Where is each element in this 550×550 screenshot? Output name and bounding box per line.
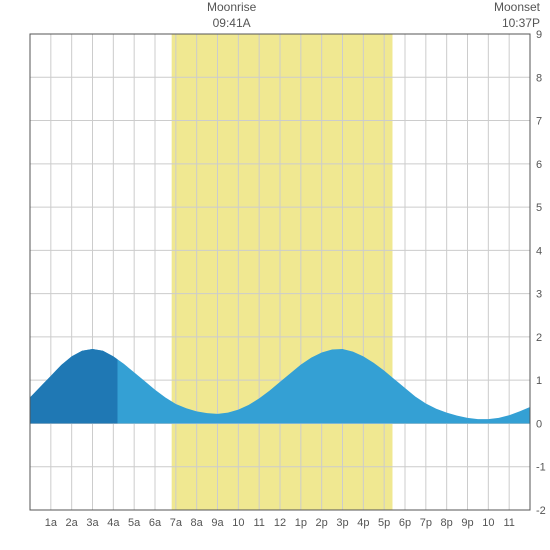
x-tick-label: 7p: [420, 517, 432, 529]
x-tick-label: 5a: [128, 517, 141, 529]
y-tick-label: -2: [536, 505, 546, 517]
x-tick-label: 5p: [378, 517, 390, 529]
y-tick-label: 3: [536, 289, 542, 301]
y-tick-label: 5: [536, 202, 542, 214]
x-tick-label: 9p: [461, 517, 473, 529]
x-tick-label: 9a: [211, 517, 224, 529]
x-tick-label: 8p: [441, 517, 453, 529]
y-tick-label: 4: [536, 245, 542, 257]
x-tick-label: 1p: [295, 517, 307, 529]
tide-chart: Moonrise 09:41A Moonset 10:37P -2-101234…: [0, 0, 550, 550]
x-tick-label: 11: [253, 517, 264, 529]
x-tick-label: 1a: [45, 517, 58, 529]
moonrise-label: Moonrise 09:41A: [202, 0, 262, 31]
x-tick-label: 4a: [107, 517, 120, 529]
x-tick-label: 6a: [149, 517, 162, 529]
x-tick-label: 11: [503, 517, 514, 529]
moonrise-time: 09:41A: [213, 16, 251, 30]
x-tick-label: 2p: [316, 517, 328, 529]
x-tick-label: 4p: [357, 517, 369, 529]
y-tick-label: 7: [536, 116, 542, 128]
y-tick-label: 6: [536, 159, 542, 171]
x-tick-label: 3a: [86, 517, 99, 529]
x-tick-label: 10: [232, 517, 244, 529]
x-tick-label: 7a: [170, 517, 183, 529]
x-tick-label: 2a: [66, 517, 79, 529]
x-tick-label: 12: [274, 517, 286, 529]
moonrise-text: Moonrise: [207, 0, 256, 14]
x-tick-label: 3p: [336, 517, 348, 529]
x-tick-label: 10: [482, 517, 494, 529]
moonset-time: 10:37P: [502, 16, 540, 30]
y-tick-label: 2: [536, 332, 542, 344]
y-tick-label: -1: [536, 462, 546, 474]
chart-svg: -2-101234567891a2a3a4a5a6a7a8a9a1011121p…: [0, 0, 550, 550]
y-tick-label: 0: [536, 418, 542, 430]
moonset-label: Moonset 10:37P: [470, 0, 540, 31]
moonset-text: Moonset: [494, 0, 540, 14]
x-tick-label: 8a: [191, 517, 204, 529]
x-tick-label: 6p: [399, 517, 411, 529]
y-tick-label: 8: [536, 72, 542, 84]
daylight-band: [172, 34, 393, 510]
y-tick-label: 1: [536, 375, 542, 387]
